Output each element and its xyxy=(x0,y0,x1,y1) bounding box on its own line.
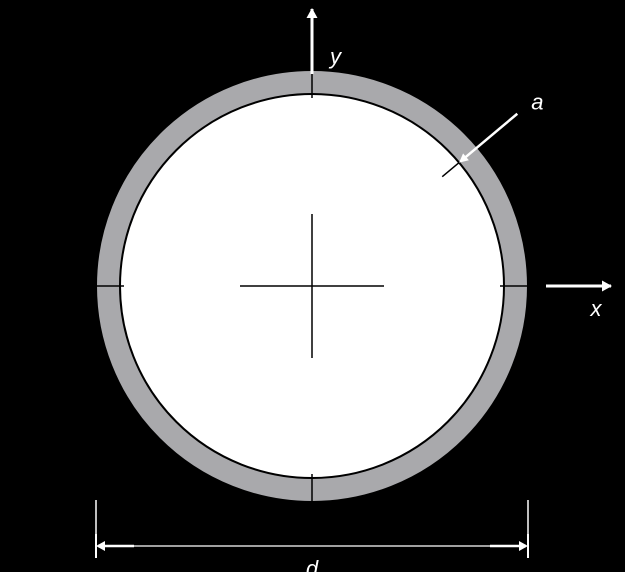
pipe-cross-section: y x a d xyxy=(0,0,625,572)
x-axis-label: x xyxy=(590,296,603,321)
outer-diameter-label: d xyxy=(306,556,319,572)
inner-radius-label: a xyxy=(531,90,543,115)
y-axis-label: y xyxy=(328,44,343,69)
